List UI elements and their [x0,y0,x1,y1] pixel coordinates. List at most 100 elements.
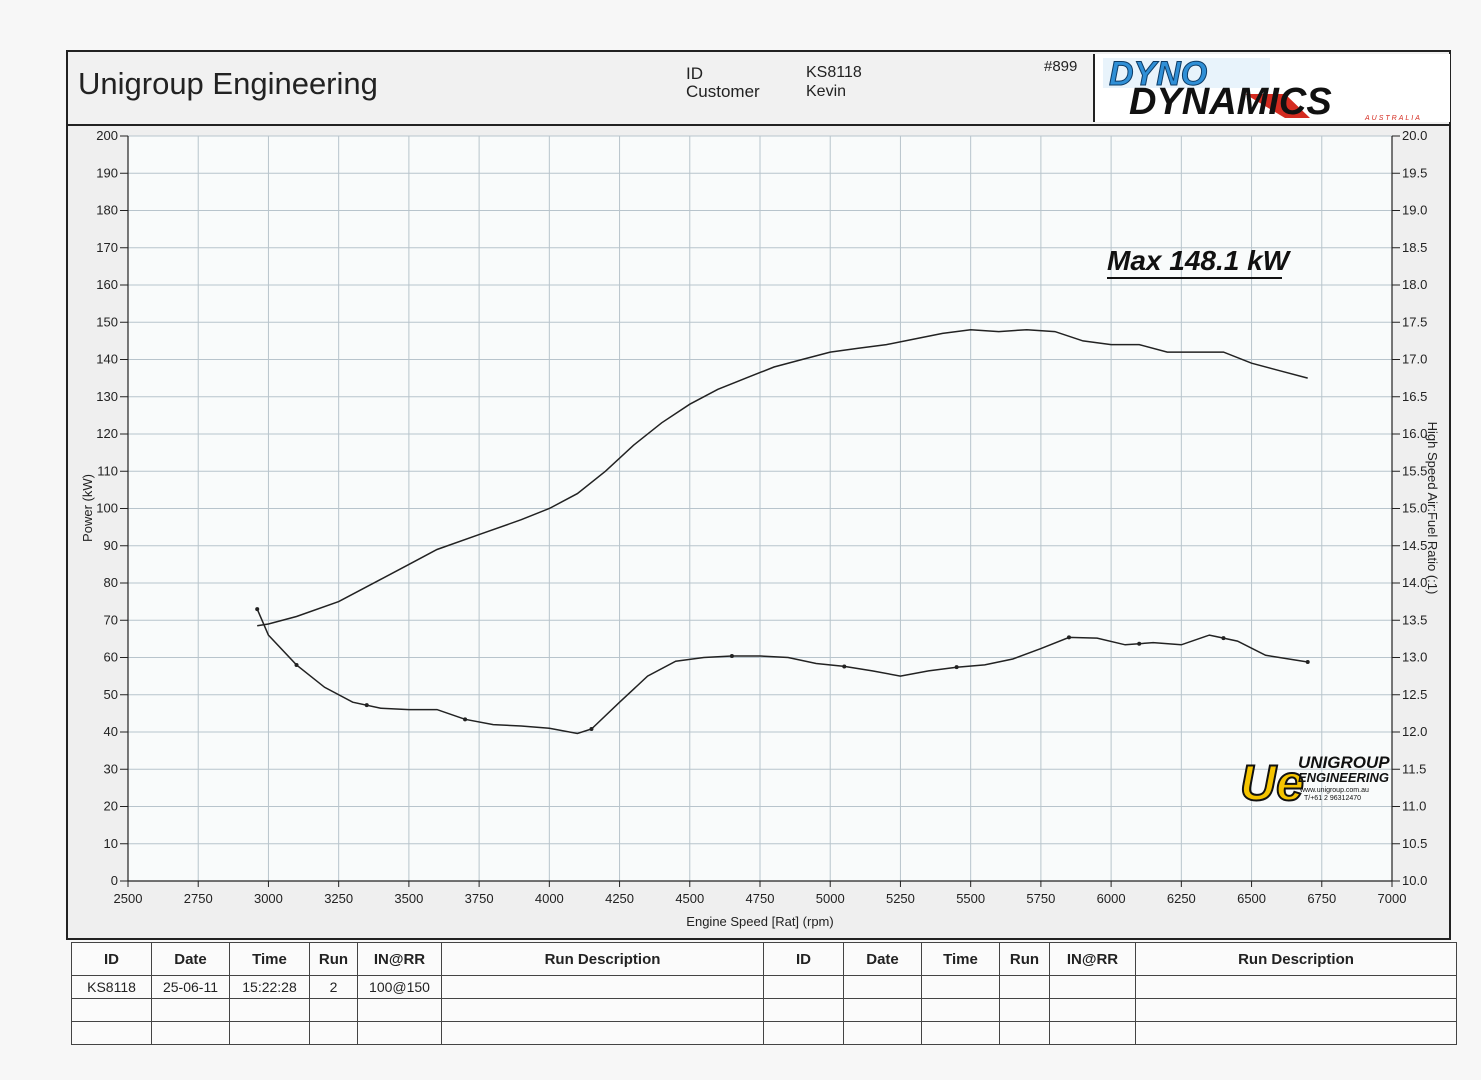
y-tick-label: 10 [104,836,118,851]
table-cell [229,1021,310,1045]
y2-tick-label: 11.0 [1402,799,1426,814]
y-tick-label: 60 [104,650,118,665]
table-cell [151,998,230,1022]
table-cell [309,998,358,1022]
table-cell [441,975,764,999]
ue-line-engineering: ENGINEERING [1298,770,1389,785]
header-bar: Unigroup Engineering ID KS8118 Customer … [68,52,1450,126]
table-header-cell: Run Description [1135,942,1457,976]
y2-tick-label: 18.5 [1402,240,1427,255]
y-tick-label: 110 [97,463,118,478]
afr-marker-point [463,717,468,722]
ue-line-phone: T/+61 2 96312470 [1304,795,1361,802]
y-tick-label: 20 [104,799,118,814]
table-row [71,1021,1457,1045]
y2-tick-label: 17.0 [1402,352,1427,367]
run-table: ID Date Time Run IN@RR Run Description ID Date T… [71,942,1457,1045]
table-body: KS8118 25-06-11 15:22:28 2 100@150 [71,975,1457,1045]
table-cell [763,1021,844,1045]
x-tick-label: 6000 [1097,891,1126,906]
y2-tick-label: 19.0 [1402,203,1427,218]
y-tick-label: 30 [104,761,118,776]
y-tick-label: 140 [96,352,118,367]
x-tick-label: 4250 [605,891,634,906]
x-tick-label: 6500 [1237,891,1266,906]
y2-tick-label: 14.0 [1402,575,1427,590]
table-header-cell: IN@RR [1049,942,1136,976]
ue-line-web: www.unigroup.com.au [1299,787,1369,794]
afr-marker-point [1066,635,1071,640]
y2-tick-label: 13.0 [1402,650,1427,665]
table-cell [357,1021,442,1045]
report-number: #899 [1044,58,1078,75]
afr-marker-point [1305,659,1310,664]
table-header-cell: ID [71,942,152,976]
y-tick-label: 200 [96,128,118,143]
table-cell [309,1021,358,1045]
y2-tick-label: 18.0 [1402,277,1427,292]
y2-tick-label: 16.0 [1402,426,1427,441]
y-tick-label: 150 [96,314,118,329]
y-tick-label: 0 [111,873,118,888]
x-tick-label: 6750 [1307,891,1336,906]
y-tick-label: 190 [96,165,118,180]
logo-red-swoosh [1245,94,1310,118]
y2-tick-label: 12.5 [1402,687,1427,702]
table-cell [1135,998,1457,1022]
chart-svg: 2500 2750 3000 3250 3500 3750 4000 4250 4500 4750… [80,128,1440,929]
table-cell: 2 [309,975,358,999]
table-cell: 100@150 [357,975,442,999]
customer-label: Customer [686,82,760,101]
ue-mark: Ue [1240,755,1304,811]
y2-tick-label: 16.5 [1402,389,1427,404]
x-tick-label: 5750 [1026,891,1055,906]
table-cell [151,1021,230,1045]
table-header-cell: ID [763,942,844,976]
table-cell [999,975,1050,999]
x-tick-label: 4500 [675,891,704,906]
table-cell: KS8118 [71,975,152,999]
table-header-cell: Run [999,942,1050,976]
afr-marker-point [294,662,299,667]
afr-marker-point [729,654,734,659]
afr-marker-point [954,665,959,670]
y-tick-label: 170 [96,240,118,255]
table-cell [843,975,922,999]
logo-word-dynamics: DYNAMICS [1129,81,1332,122]
logo-word-australia: AUSTRALIA [1364,115,1422,122]
table-cell [999,1021,1050,1045]
x-tick-label: 7000 [1378,891,1407,906]
id-value: KS8118 [806,64,862,81]
table-header-cell: Time [229,942,310,976]
table-cell [843,998,922,1022]
x-tick-label: 3250 [324,891,353,906]
table-cell [1135,1021,1457,1045]
y-tick-label: 90 [104,538,118,553]
table-cell [1049,975,1136,999]
afr-marker-point [1137,641,1142,646]
afr-marker-point [1221,636,1226,641]
table-cell [763,998,844,1022]
table-cell [71,998,152,1022]
x-tick-label: 3500 [394,891,423,906]
y-tick-label: 80 [104,575,118,590]
y2-tick-label: 11.5 [1402,761,1426,776]
afr-marker-point [842,664,847,669]
table-header-cell: Run [309,942,358,976]
id-label: ID [686,64,703,83]
run-table-wrapper: ID Date Time Run IN@RR Run Description ID Date T… [71,942,1457,1045]
axes: 2500 2750 3000 3250 3500 3750 4000 4250 4500 4750… [96,128,1427,906]
table-header-cell: IN@RR [357,942,442,976]
series [255,328,1310,735]
table-cell [71,1021,152,1045]
y-tick-label: 180 [96,203,118,218]
y-tick-label: 40 [104,724,118,739]
logo-word-dyno: DYNO [1109,55,1207,93]
x-tick-label: 3000 [254,891,283,906]
x-tick-label: 5250 [886,891,915,906]
x-axis-label: Engine Speed [Rat] (rpm) [686,914,833,929]
dyno-chart: 2500 2750 3000 3250 3500 3750 4000 4250 4500 4750… [80,128,1440,929]
table-cell [441,998,764,1022]
x-tick-label: 4750 [746,891,775,906]
dyno-dynamics-logo: DYNO DYNAMICS AUSTRALIA [1093,54,1450,123]
